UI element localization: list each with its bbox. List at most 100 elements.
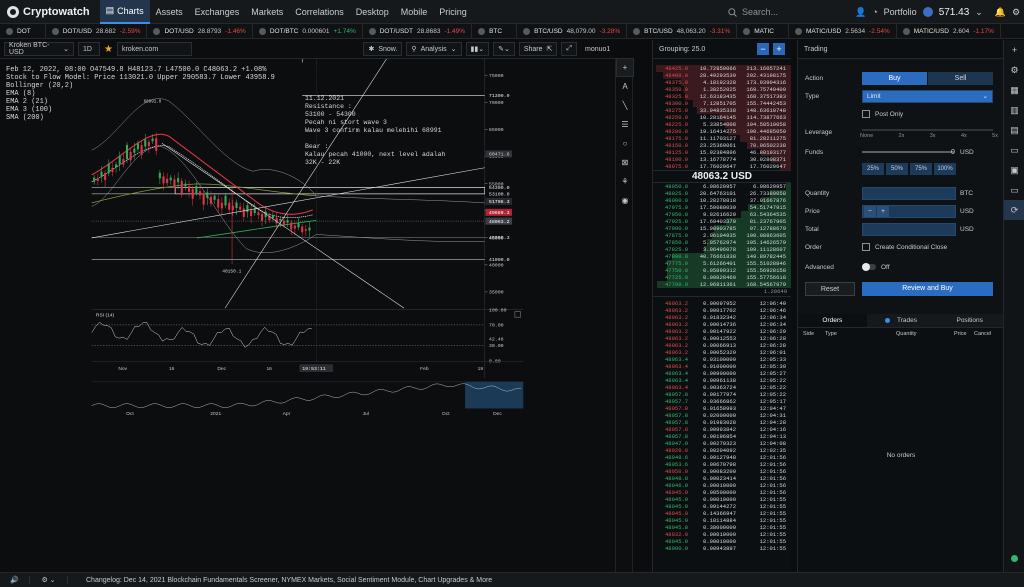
orderbook-row[interactable]: 48275.0 33.94835338 148.63610748 <box>653 107 791 114</box>
percent-button[interactable]: 50% <box>886 163 908 175</box>
post-only-checkbox[interactable] <box>862 110 870 118</box>
orderbook-row[interactable]: 48300.0 7.12851705 155.74442453 <box>653 100 791 107</box>
gear-icon[interactable]: ⚙ <box>1010 64 1019 75</box>
sound-icon[interactable]: 🔊 <box>0 576 30 584</box>
orderbook-row[interactable]: 47775.0 5.61266401 155.51028846 <box>653 260 791 267</box>
leverage-tick[interactable]: 3x <box>929 133 936 139</box>
orderbook-row[interactable]: 48150.0 23.25369061 70.06502238 <box>653 142 791 149</box>
exchange-selector[interactable]: kroken.com <box>116 42 192 56</box>
leverage-slider[interactable] <box>862 129 993 131</box>
orderbook-row[interactable]: 48325.0 12.63183435 168.37517383 <box>653 93 791 100</box>
nav-correlations[interactable]: Correlations <box>295 6 344 17</box>
nav-assets[interactable]: Assets <box>155 6 183 17</box>
grouping-decrease-button[interactable]: − <box>757 43 769 55</box>
search-input[interactable]: Search... <box>742 7 779 17</box>
order-type-select[interactable]: Limit ⌄ <box>862 89 993 103</box>
percent-button[interactable]: 100% <box>934 163 956 175</box>
line-tool-icon[interactable]: ╲ <box>622 101 628 110</box>
leverage-tick[interactable]: 2x <box>898 133 905 139</box>
orderbook-row[interactable]: 48025.0 20.64763101 26.73389058 <box>653 190 791 197</box>
text-tool-icon[interactable]: A <box>622 82 628 91</box>
terminal-icon[interactable]: ▣ <box>1010 164 1019 175</box>
orderbook-row[interactable]: 47875.0 2.96104935 100.08863605 <box>653 232 791 239</box>
sync-icon[interactable]: ⟳ <box>1004 200 1024 220</box>
orderbook-row[interactable]: 48100.0 13.16778774 30.92808371 <box>653 156 791 163</box>
ticker-item[interactable]: DOT/USD 28.8793 -1.46% <box>147 24 253 38</box>
quantity-input[interactable] <box>862 186 956 200</box>
draw-button[interactable]: ✎⌄ <box>493 42 515 56</box>
book-icon[interactable]: ▥ <box>1010 104 1019 115</box>
sell-button[interactable]: Sell <box>928 71 993 85</box>
ticker-item[interactable]: BTC/USD 48,063.20 -3.31% <box>627 24 738 38</box>
indicator-label[interactable]: EMA 3 (100) <box>6 106 53 114</box>
news-icon[interactable]: ▤ <box>1010 124 1019 135</box>
nav-desktop[interactable]: Desktop <box>355 6 389 17</box>
share-button[interactable]: Share ⇱ <box>518 42 558 56</box>
bell-icon[interactable]: 🔔 <box>994 6 1007 17</box>
review-and-buy-button[interactable]: Review and Buy <box>862 282 993 296</box>
interval-selector[interactable]: 1D <box>78 42 100 56</box>
gear-icon[interactable]: ⚙ <box>1012 6 1021 17</box>
market-selector[interactable]: Kroken BTC-USD ⌄ <box>4 42 74 56</box>
chevron-down-icon[interactable]: ⌄ <box>975 6 983 17</box>
total-input[interactable] <box>862 222 956 236</box>
measure-tool-icon[interactable]: ⊠ <box>621 158 629 167</box>
star-icon[interactable]: ★ <box>104 43 113 55</box>
orderbook-row[interactable]: 48250.0 10.28164145 114.73877663 <box>653 114 791 121</box>
nav-mobile[interactable]: Mobile <box>400 6 428 17</box>
indicator-label[interactable]: Bollinger (20,2) <box>6 82 74 90</box>
user-icon[interactable]: 👤 <box>855 6 867 17</box>
candle-type-button[interactable]: ▮▮⌄ <box>465 42 490 56</box>
indicator-label[interactable]: EMA 2 (21) <box>6 98 49 106</box>
buy-button[interactable]: Buy <box>862 71 927 85</box>
percent-button[interactable]: 75% <box>910 163 932 175</box>
orderbook-row[interactable]: 48425.0 10.72859066 213.16057241 <box>653 65 791 72</box>
price-increase-button[interactable]: + <box>877 205 889 217</box>
leverage-tick[interactable]: None <box>860 133 874 139</box>
logo[interactable]: Cryptowatch <box>0 0 100 24</box>
price-decrease-button[interactable]: − <box>864 205 876 217</box>
ticker-item[interactable]: DOT/BTC 0.000601 +1.74% <box>253 24 363 38</box>
leverage-tick[interactable]: 5x <box>992 133 998 139</box>
orderbook-row[interactable]: 48200.0 19.16414275 100.44685050 <box>653 128 791 135</box>
orderbook-row[interactable]: 48000.0 10.28278818 37.01667876 <box>653 197 791 204</box>
orderbook-row[interactable]: 48225.0 5.33854008 104.58510058 <box>653 121 791 128</box>
portfolio-link[interactable]: Portfolio <box>883 7 917 17</box>
orderbook-row[interactable]: 47950.0 9.02616620 63.54364535 <box>653 211 791 218</box>
snow-button[interactable]: ✱ Snow. <box>363 42 403 56</box>
orderbook-row[interactable]: 48350.0 1.38252025 169.75749409 <box>653 86 791 93</box>
ticker-item[interactable]: DOT <box>0 24 46 38</box>
funds-slider[interactable] <box>862 151 954 153</box>
nav-charts[interactable]: ▤ Charts <box>99 0 150 24</box>
orderbook-row[interactable]: 47900.0 15.98903785 97.12788670 <box>653 225 791 232</box>
price-input[interactable]: − + <box>862 204 956 218</box>
grid-icon[interactable]: ▦ <box>1010 84 1019 95</box>
settings-icon[interactable]: ⚙ ⌄ <box>30 576 68 584</box>
plus-icon[interactable]: + <box>616 58 634 77</box>
orderbook-row[interactable]: 47975.0 17.50080039 54.51747915 <box>653 204 791 211</box>
orders-tab-trades[interactable]: Trades <box>867 314 936 327</box>
nav-pricing[interactable]: Pricing <box>439 6 467 17</box>
plus-icon[interactable]: + <box>1011 45 1018 55</box>
orderbook-row[interactable]: 47725.0 0.00828460 155.57756618 <box>653 274 791 281</box>
advanced-toggle[interactable] <box>862 263 876 271</box>
indicator-label[interactable]: SMA (200) <box>6 114 44 122</box>
indicator-label[interactable]: EMA (8) <box>6 90 36 98</box>
reset-button[interactable]: Reset <box>805 282 855 296</box>
orderbook-row[interactable]: 47750.0 0.05899312 155.56928158 <box>653 267 791 274</box>
chat-icon[interactable]: ▭ <box>1010 144 1019 155</box>
pitchfork-tool-icon[interactable]: ⚘ <box>621 177 629 186</box>
orderbook-row[interactable]: 48375.0 4.18192328 173.93904316 <box>653 79 791 86</box>
navigator-window[interactable] <box>465 381 524 409</box>
orders-tab-positions[interactable]: Positions <box>956 317 983 324</box>
orderbook-row[interactable]: 47800.0 40.76661838 149.89782445 <box>653 253 791 260</box>
ticker-item[interactable]: MATIC <box>737 24 789 38</box>
eye-icon[interactable]: ◉ <box>621 196 629 205</box>
leverage-tick[interactable]: 4x <box>960 133 967 139</box>
ticker-item[interactable]: BTC <box>472 24 518 38</box>
nav-markets[interactable]: Markets <box>251 6 284 17</box>
analysis-button[interactable]: ⚲ Analysis ⌄ <box>406 42 462 56</box>
percent-button[interactable]: 25% <box>862 163 884 175</box>
orderbook-row[interactable]: 48050.0 6.08629957 6.08629957 <box>653 183 791 190</box>
orderbook-row[interactable]: 47850.0 5.05762974 105.14626579 <box>653 239 791 246</box>
